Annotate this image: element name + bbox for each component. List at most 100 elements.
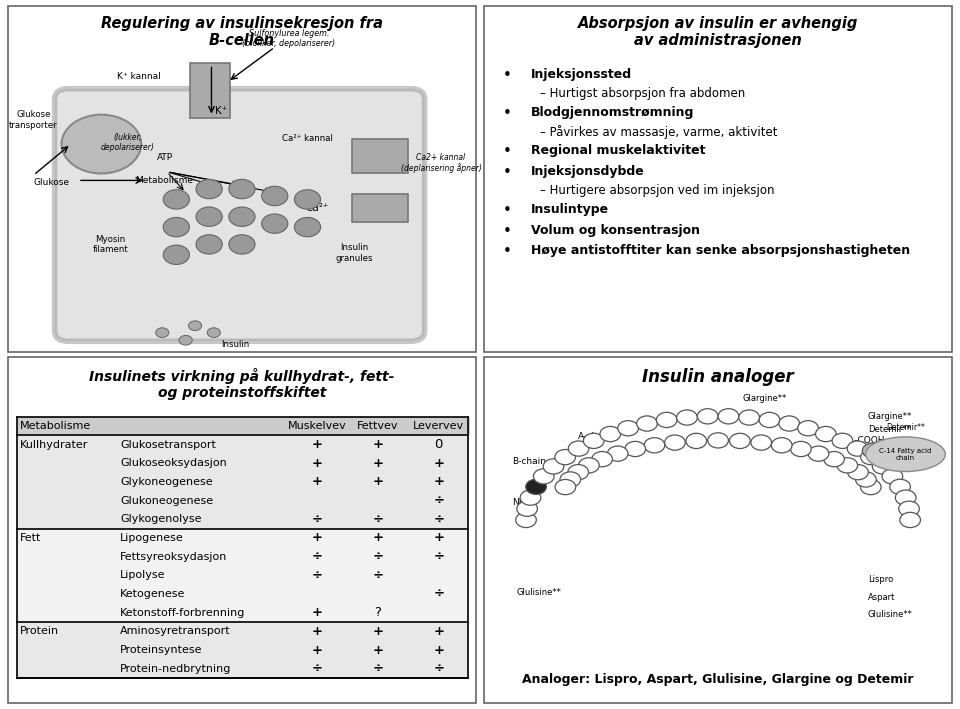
FancyBboxPatch shape [17, 547, 468, 566]
Circle shape [295, 190, 321, 209]
Circle shape [163, 245, 189, 264]
FancyBboxPatch shape [17, 566, 468, 585]
Circle shape [751, 435, 772, 450]
Circle shape [900, 513, 921, 527]
Circle shape [555, 450, 575, 464]
Circle shape [677, 410, 697, 425]
Text: Insulin analoger: Insulin analoger [642, 368, 794, 386]
Circle shape [730, 433, 750, 449]
Text: •: • [503, 106, 512, 121]
Text: Glukose: Glukose [34, 178, 69, 186]
Circle shape [664, 435, 685, 450]
Text: •: • [503, 164, 512, 180]
Text: Detemir**: Detemir** [886, 423, 924, 432]
Circle shape [196, 235, 223, 254]
Circle shape [568, 464, 588, 480]
Text: ?: ? [374, 606, 381, 619]
Circle shape [837, 458, 857, 473]
Circle shape [188, 321, 202, 330]
Text: Insulin
granules: Insulin granules [336, 243, 373, 263]
Circle shape [520, 490, 540, 506]
Circle shape [584, 433, 604, 449]
Text: +: + [372, 476, 383, 489]
Circle shape [861, 450, 881, 464]
Text: Insulintype: Insulintype [531, 203, 609, 216]
Text: Glulisine**: Glulisine** [868, 610, 913, 619]
Text: Fettvev: Fettvev [357, 421, 398, 431]
Circle shape [832, 433, 852, 449]
Text: Fett: Fett [19, 533, 40, 543]
Text: +: + [433, 644, 444, 657]
Text: +: + [372, 532, 383, 545]
Circle shape [708, 432, 729, 448]
FancyBboxPatch shape [17, 510, 468, 529]
Text: 0: 0 [435, 438, 443, 451]
Circle shape [860, 479, 881, 495]
Circle shape [772, 437, 792, 453]
Text: Volum og konsentrasjon: Volum og konsentrasjon [531, 223, 700, 237]
Circle shape [808, 446, 828, 462]
Circle shape [543, 459, 564, 474]
Text: – Hurtigere absorpsjon ved im injeksjon: – Hurtigere absorpsjon ved im injeksjon [540, 184, 775, 197]
FancyBboxPatch shape [17, 529, 468, 547]
Circle shape [196, 179, 223, 199]
Circle shape [516, 501, 538, 516]
FancyBboxPatch shape [8, 6, 476, 352]
Circle shape [579, 458, 599, 473]
Circle shape [295, 218, 321, 237]
Text: Glargine**: Glargine** [743, 394, 787, 403]
Text: +: + [372, 457, 383, 469]
Text: – Påvirkes av massasje, varme, aktivitet: – Påvirkes av massasje, varme, aktivitet [540, 125, 778, 139]
Text: ÷: ÷ [433, 662, 444, 675]
Text: Injeksjonsdybde: Injeksjonsdybde [531, 164, 644, 178]
Text: •: • [503, 144, 512, 159]
Circle shape [881, 454, 901, 469]
Text: Aminosyretransport: Aminosyretransport [120, 626, 230, 637]
Text: +: + [311, 476, 323, 489]
Text: Høye antistofftiter kan senke absorpsjonshastigheten: Høye antistofftiter kan senke absorpsjon… [531, 245, 910, 257]
Text: Metabolisme: Metabolisme [135, 176, 194, 185]
Circle shape [261, 214, 288, 233]
Text: ÷: ÷ [372, 569, 383, 582]
Circle shape [848, 441, 868, 456]
Text: Kullhydrater: Kullhydrater [19, 440, 87, 450]
Circle shape [163, 190, 189, 209]
Text: +: + [311, 606, 323, 619]
Text: +: + [433, 457, 444, 469]
Text: Analoger: Lispro, Aspart, Glulisine, Glargine og Detemir: Analoger: Lispro, Aspart, Glulisine, Gla… [522, 673, 914, 686]
Circle shape [526, 479, 546, 494]
Circle shape [534, 469, 554, 484]
Circle shape [798, 420, 818, 436]
FancyBboxPatch shape [17, 585, 468, 603]
Text: Glargine**: Glargine** [868, 412, 912, 420]
FancyBboxPatch shape [17, 473, 468, 491]
FancyBboxPatch shape [484, 6, 952, 352]
Circle shape [555, 479, 576, 495]
Circle shape [228, 179, 255, 199]
Text: Glykoneogenese: Glykoneogenese [120, 477, 213, 487]
Text: Regulering av insulinsekresjon fra
B-cellen: Regulering av insulinsekresjon fra B-cel… [101, 16, 383, 48]
Text: +: + [311, 644, 323, 657]
Text: +: + [311, 438, 323, 451]
Text: Detemir**: Detemir** [868, 425, 911, 435]
Text: Glukosetransport: Glukosetransport [120, 440, 216, 450]
Circle shape [873, 459, 893, 474]
Text: Glukoneogenese: Glukoneogenese [120, 496, 213, 506]
FancyBboxPatch shape [484, 357, 952, 703]
Text: Proteinsyntese: Proteinsyntese [120, 645, 203, 655]
Text: Myosin
filament: Myosin filament [93, 235, 129, 254]
Text: K⁺: K⁺ [215, 106, 227, 116]
Text: NH2: NH2 [512, 498, 531, 507]
Circle shape [779, 416, 800, 431]
Circle shape [625, 442, 645, 457]
Text: ÷: ÷ [433, 550, 444, 563]
Circle shape [207, 328, 221, 337]
Ellipse shape [866, 437, 946, 471]
Circle shape [228, 207, 255, 226]
Text: Lispro: Lispro [868, 575, 893, 584]
FancyBboxPatch shape [55, 89, 424, 341]
Circle shape [163, 218, 189, 237]
Text: +: + [433, 532, 444, 545]
Circle shape [896, 490, 916, 506]
Text: A-chain: A-chain [578, 432, 612, 442]
